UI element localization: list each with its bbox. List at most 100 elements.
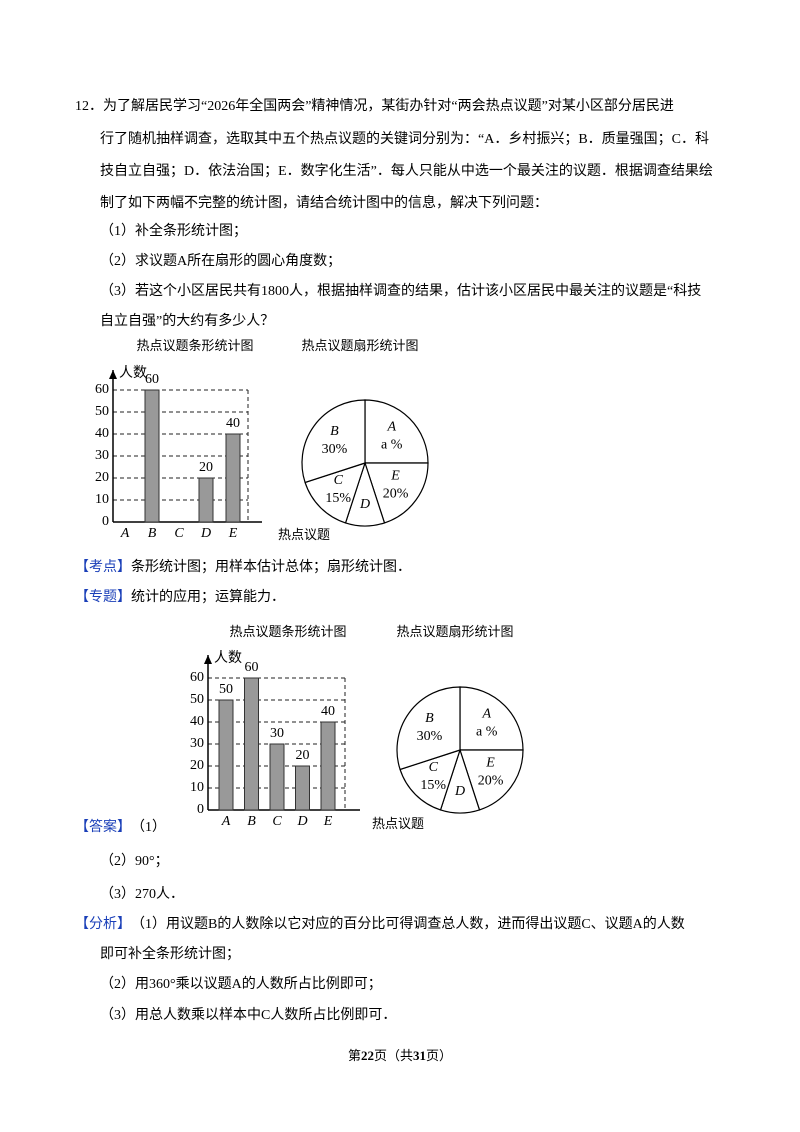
slice-label: 20% [383, 486, 409, 501]
data-label: 60 [145, 372, 159, 387]
x-tick-label: A [221, 814, 231, 829]
tag: 【考点】 [75, 559, 131, 575]
data-label: 40 [226, 416, 240, 431]
pie-slice [459, 749, 524, 811]
answer: （3）270人． [100, 886, 184, 902]
x-tick-label: D [296, 814, 307, 829]
footer-text: 第 [348, 1048, 361, 1063]
chart-title: 热点议题扇形统计图 [301, 338, 418, 353]
y-tick-label: 60 [95, 382, 109, 397]
y-tick-label: 10 [95, 492, 109, 507]
footer-text: 页） [426, 1048, 452, 1063]
footer-page: 22 [361, 1048, 374, 1063]
y-axis-label: 人数 [214, 650, 242, 666]
slice-label: 15% [420, 778, 446, 793]
y-tick-label: 60 [190, 670, 204, 685]
x-axis-label: 热点议题 [278, 527, 330, 542]
slice-name: E [390, 468, 400, 483]
bar [144, 389, 160, 523]
y-tick-label: 40 [95, 426, 109, 441]
answer: （1） [131, 819, 166, 835]
y-axis-arrow [204, 655, 212, 664]
chart-title: 热点议题条形统计图 [136, 338, 253, 353]
pie-slice [364, 462, 429, 524]
x-tick-label: A [120, 526, 130, 541]
tag: 【答案】 [75, 818, 131, 835]
slice-label: 15% [325, 491, 351, 506]
slice-name: A [481, 706, 491, 721]
analysis-line: （2）用360°乘以议题A的人数所占比例即可； [100, 976, 382, 992]
slice-name: C [429, 760, 439, 775]
y-tick-label: 20 [95, 470, 109, 485]
slice-name: E [485, 755, 495, 770]
x-tick-label: B [247, 814, 256, 829]
y-axis-label: 人数 [119, 365, 147, 381]
pie-slice [396, 686, 461, 771]
data-label: 20 [199, 460, 213, 475]
y-tick-label: 50 [190, 692, 204, 707]
chart-title: 热点议题扇形统计图 [396, 624, 513, 639]
tag: 【分析】 [75, 916, 131, 932]
question-line: 12．为了解居民学习“2026年全国两会”精神情况，某街办针对“两会热点议题”对… [75, 97, 674, 114]
x-tick-label: B [148, 526, 157, 541]
y-tick-label: 20 [190, 758, 204, 773]
y-tick-label: 0 [102, 514, 109, 529]
question-part: 自立自强”的大约有多少人？ [100, 312, 274, 329]
pie-slice [301, 399, 366, 484]
bar [295, 765, 310, 811]
x-tick-label: C [174, 526, 184, 541]
question-line: 行了随机抽样调查，选取其中五个热点议题的关键词分别为：“A．乡村振兴；B．质量强… [100, 131, 709, 147]
footer: 第22页（共31页） [348, 1048, 452, 1063]
slice-name: C [334, 473, 344, 488]
slice-label: 30% [322, 442, 348, 457]
question: 12．为了解居民学习“2026年全国两会”精神情况，某街办针对“两会热点议题”对… [75, 97, 713, 329]
y-axis-arrow [109, 370, 117, 379]
y-tick-label: 40 [190, 714, 204, 729]
data-label: 60 [245, 660, 259, 675]
slice-label: 30% [417, 729, 443, 744]
pie-slice [459, 686, 524, 751]
slice-name: B [425, 711, 434, 726]
bar [225, 433, 241, 523]
x-tick-label: E [323, 814, 333, 829]
zhuanti: 统计的应用；运算能力． [131, 588, 285, 605]
slice-label: 20% [478, 773, 504, 788]
data-label: 20 [296, 748, 310, 763]
bar [218, 699, 234, 811]
tag: 【专题】 [75, 589, 131, 605]
kaodian: 条形统计图；用样本估计总体；扇形统计图． [131, 558, 411, 575]
x-tick-label: D [200, 526, 211, 541]
answer: （2）90°； [100, 853, 169, 869]
x-tick-label: C [272, 814, 282, 829]
footer-total: 31 [413, 1048, 426, 1063]
x-axis-label: 热点议题 [372, 816, 424, 831]
pie-slice [364, 399, 429, 464]
footer-text: 页（共 [374, 1048, 413, 1063]
data-label: 40 [321, 704, 335, 719]
analysis-line: 即可补全条形统计图； [100, 945, 240, 962]
slice-label: a % [381, 437, 403, 452]
data-label: 50 [219, 682, 233, 697]
bar [320, 721, 336, 811]
data-label: 30 [270, 726, 284, 741]
analysis-line: （3）用总人数乘以样本中C人数所占比例即可． [100, 1007, 396, 1023]
question-line: 制了如下两幅不完整的统计图，请结合统计图中的信息，解决下列问题： [100, 194, 548, 211]
y-tick-label: 30 [190, 736, 204, 751]
analysis-line: （1）用议题B的人数除以它对应的百分比可得调查总人数，进而得出议题C、议题A的人… [131, 915, 685, 932]
slice-label: a % [476, 724, 498, 739]
question-part: （2）求议题A所在扇形的圆心角度数； [100, 253, 341, 269]
question-part: （3）若这个小区居民共有1800人，根据抽样调查的结果，估计该小区居民中最关注的… [100, 282, 701, 299]
bar [198, 477, 214, 523]
y-tick-label: 10 [190, 780, 204, 795]
bar [269, 743, 285, 811]
slice-name: D [359, 497, 370, 512]
y-tick-label: 30 [95, 448, 109, 463]
question-line: 技自立自强；D．依法治国；E．数字化生活”．每人只能从中选一个最关注的议题．根据… [100, 163, 713, 179]
question-part: （1）补全条形统计图； [100, 222, 247, 239]
y-tick-label: 0 [197, 802, 204, 817]
y-tick-label: 50 [95, 404, 109, 419]
chart-title: 热点议题条形统计图 [229, 624, 346, 639]
slice-name: A [386, 419, 396, 434]
slice-name: D [454, 784, 465, 799]
